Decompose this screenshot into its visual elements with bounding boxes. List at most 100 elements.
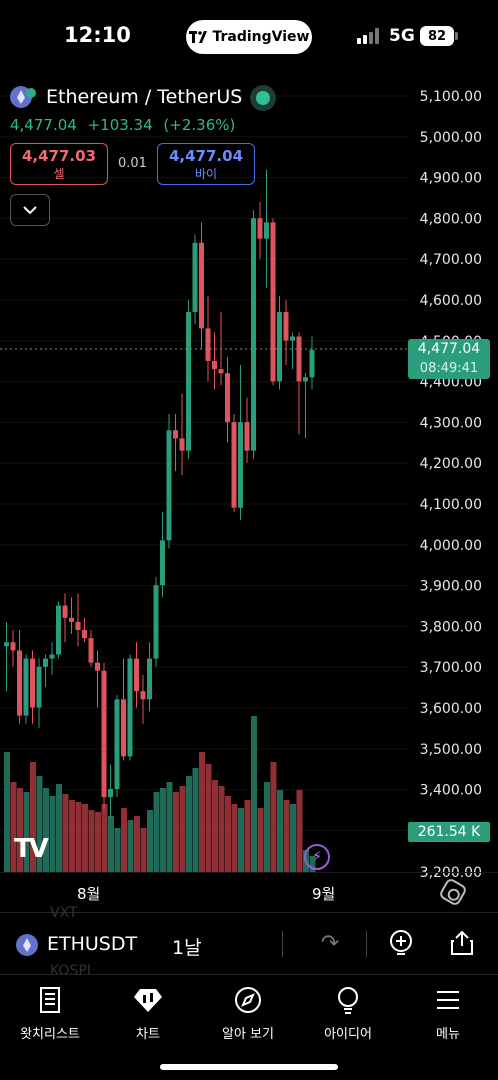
status-bar: 12:10 TradingView 5G 82 xyxy=(0,0,498,76)
lightbulb-plus-icon xyxy=(390,930,412,955)
buy-price: 4,477.04 xyxy=(168,147,244,165)
candle-body xyxy=(251,218,256,451)
price-axis-label: 4,600.00 xyxy=(420,293,482,309)
chart-icon xyxy=(134,989,162,1012)
price-change: +103.34 xyxy=(87,116,153,134)
volume-bar xyxy=(82,804,88,872)
candle-body xyxy=(62,605,68,618)
watchlist-icon xyxy=(40,987,60,1013)
share-icon xyxy=(451,930,473,955)
tradingview-watermark-logo: 𝗧𝗩 xyxy=(14,834,49,864)
nav-chart[interactable]: 차트 xyxy=(98,985,198,1042)
nav-label: 아이디어 xyxy=(324,1027,372,1042)
candle-body xyxy=(173,430,178,439)
candle-body xyxy=(127,658,133,757)
volume-bar xyxy=(108,816,114,872)
spread-value: 0.01 xyxy=(118,156,147,171)
price-change-percent: (+2.36%) xyxy=(163,116,236,134)
timeframe-selector[interactable]: 1날 xyxy=(172,937,202,959)
volume-bar xyxy=(270,762,277,872)
nav-label: 메뉴 xyxy=(436,1027,460,1042)
nav-label: 왓치리스트 xyxy=(20,1027,80,1042)
volume-bar xyxy=(134,816,140,872)
candle-body xyxy=(309,349,315,378)
price-chart[interactable]: 5,100.00 5,000.00 4,900.00 4,800.00 4,700.00… xyxy=(0,80,498,910)
sell-button[interactable]: 4,477.03 셀 xyxy=(10,143,108,185)
price-axis-label: 3,200.00 xyxy=(420,865,482,881)
price-axis-label: 4,700.00 xyxy=(420,252,482,268)
tradingview-badge-label: TradingView xyxy=(212,29,310,45)
symbol-toolbar: VXT KOSPI ETHUSDT 1날 ↷ xyxy=(0,905,498,979)
volume-bar xyxy=(88,810,95,872)
price-axis-label: 5,100.00 xyxy=(420,89,482,105)
symbol-header[interactable]: Ethereum / TetherUS xyxy=(10,86,242,108)
candle-body xyxy=(296,336,302,382)
tradingview-badge[interactable]: TradingView xyxy=(186,20,312,54)
candle-body xyxy=(231,422,237,508)
volume-bar xyxy=(290,804,296,872)
redo-icon[interactable]: ↷ xyxy=(320,930,340,956)
divider xyxy=(366,931,367,957)
buy-button[interactable]: 4,477.04 바이 xyxy=(157,143,255,185)
volume-bar xyxy=(257,808,264,872)
market-open-indicator[interactable] xyxy=(250,85,276,111)
volume-bar xyxy=(127,820,134,872)
price-axis-label: 3,800.00 xyxy=(420,619,482,635)
candle-body xyxy=(49,654,55,659)
time-axis[interactable]: 8월 9월 xyxy=(0,872,498,910)
candle-body xyxy=(23,658,29,716)
volume-bar xyxy=(296,790,303,872)
candle-body xyxy=(166,430,172,541)
candle-body xyxy=(36,666,42,708)
price-summary: 4,477.04 +103.34 (+2.36%) xyxy=(10,116,241,134)
volume-bar xyxy=(231,804,238,872)
divider xyxy=(282,931,283,957)
candle-body xyxy=(264,222,269,239)
home-indicator xyxy=(160,1064,338,1070)
candle-body xyxy=(43,658,48,667)
price-axis-label: 5,000.00 xyxy=(420,130,482,146)
volume-bar xyxy=(23,792,30,872)
nav-watchlist[interactable]: 왓치리스트 xyxy=(0,985,100,1042)
last-price: 4,477.04 xyxy=(10,116,77,134)
flash-icon[interactable]: ⚡ xyxy=(304,844,330,870)
nav-ideas[interactable]: 아이디어 xyxy=(298,985,398,1042)
add-indicator-button[interactable] xyxy=(386,928,416,958)
volume-bar xyxy=(251,716,257,872)
candle-body xyxy=(4,642,9,647)
pair-title: Ethereum / TetherUS xyxy=(46,86,243,108)
candle-body xyxy=(186,312,191,451)
candle-body xyxy=(101,670,107,798)
price-axis-label: 4,200.00 xyxy=(420,456,482,472)
volume-bar xyxy=(173,792,179,872)
price-axis-label: 3,400.00 xyxy=(420,783,482,799)
ethereum-coin-icon xyxy=(16,934,38,956)
volume-bar xyxy=(283,800,290,872)
share-button[interactable] xyxy=(447,928,477,958)
price-axis-label: 4,900.00 xyxy=(420,171,482,187)
price-axis-label: 4,300.00 xyxy=(420,415,482,431)
nav-menu[interactable]: 메뉴 xyxy=(398,985,498,1042)
symbol-selector[interactable]: ETHUSDT xyxy=(47,933,138,955)
candle-body xyxy=(134,658,139,692)
last-price-tag: 4,477.04 08:49:41 xyxy=(408,339,490,379)
volume-bar xyxy=(56,784,62,872)
explore-icon xyxy=(235,987,261,1013)
volume-bar xyxy=(101,804,108,872)
sell-price: 4,477.03 xyxy=(21,147,97,165)
volume-bar xyxy=(153,792,160,872)
volume-bar xyxy=(225,796,231,872)
nav-explore[interactable]: 알아 보기 xyxy=(198,985,298,1042)
ideas-icon xyxy=(338,987,358,1014)
chart-settings-icon[interactable] xyxy=(437,876,469,908)
collapse-button[interactable] xyxy=(10,194,50,226)
candle-body xyxy=(30,658,35,708)
signal-icon xyxy=(357,28,383,44)
candle-body xyxy=(140,691,146,700)
candle-body xyxy=(283,312,289,341)
volume-bar xyxy=(192,768,199,872)
volume-bar xyxy=(238,808,244,872)
ghost-symbol-bottom: KOSPI xyxy=(50,963,91,979)
volume-bar xyxy=(166,782,173,872)
buy-label: 바이 xyxy=(194,167,218,181)
